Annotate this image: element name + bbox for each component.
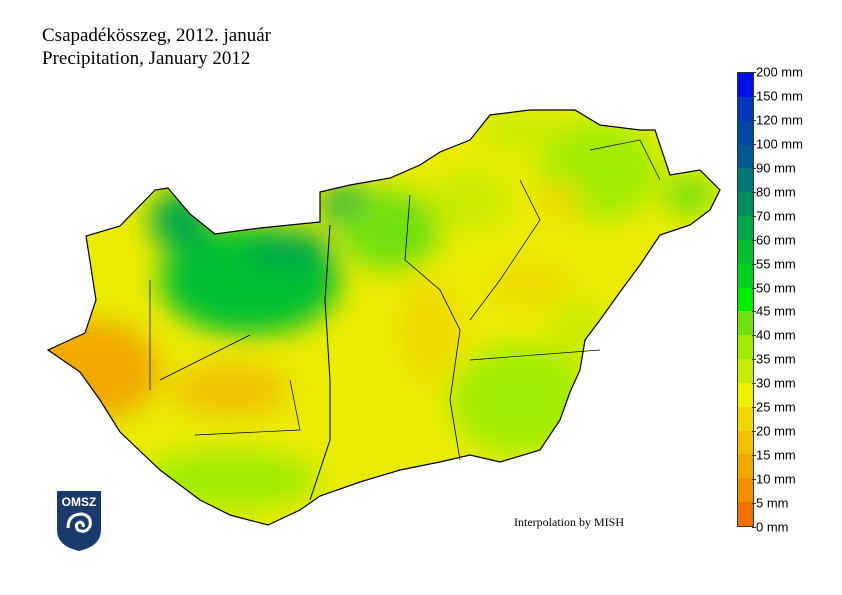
legend-label: 45 mm (756, 303, 796, 319)
legend-label: 150 mm (756, 88, 803, 104)
legend-label: 40 mm (756, 327, 796, 343)
omsz-logo: OMSZ (57, 491, 101, 551)
legend-tick (752, 527, 756, 528)
legend-label: 20 mm (756, 423, 796, 439)
legend-band (738, 216, 753, 240)
legend-tick (752, 143, 756, 145)
legend-tick (752, 287, 756, 289)
legend-band (738, 430, 753, 455)
county-border (404, 194, 461, 461)
legend-band (738, 478, 753, 503)
legend-band (738, 96, 753, 121)
legend-band (738, 454, 753, 479)
legend-label: 15 mm (756, 447, 796, 463)
legend-tick (752, 167, 756, 169)
legend-label: 200 mm (756, 64, 803, 80)
legend-label: 60 mm (756, 232, 796, 248)
legend-band (738, 382, 753, 407)
legend-tick (752, 191, 756, 193)
legend-band (738, 168, 753, 193)
legend-band (738, 263, 753, 288)
legend-band (738, 359, 753, 383)
legend-label: 5 mm (756, 495, 789, 511)
legend-band (738, 120, 753, 145)
legend-tick (752, 455, 756, 457)
legend-band (738, 311, 753, 336)
legend-tick (752, 407, 756, 409)
legend-tick (752, 239, 756, 241)
danube-river (309, 224, 331, 501)
interpolation-credit: Interpolation by MISH (514, 515, 624, 529)
legend-tick (752, 263, 756, 265)
legend-tick (752, 215, 756, 217)
legend-label: 35 mm (756, 351, 796, 367)
logo-text: OMSZ (62, 495, 97, 509)
legend-label: 80 mm (756, 184, 796, 200)
county-borders (149, 139, 661, 436)
legend-tick (752, 119, 756, 121)
legend-tick (752, 431, 756, 433)
legend-band (738, 287, 753, 312)
legend-label: 70 mm (756, 208, 796, 224)
legend-tick (752, 311, 756, 313)
legend-label: 50 mm (756, 280, 796, 296)
legend-tick (752, 503, 756, 505)
title-english: Precipitation, January 2012 (42, 48, 251, 69)
legend-tick (752, 335, 756, 337)
color-scale-legend (737, 72, 754, 527)
legend-label: 100 mm (756, 136, 803, 152)
legend-band (738, 406, 753, 431)
legend-tick (752, 95, 756, 97)
legend-tick (752, 383, 756, 385)
legend-label: 120 mm (756, 112, 803, 128)
legend-band (738, 502, 753, 526)
legend-band (738, 192, 753, 217)
legend-tick (752, 479, 756, 481)
legend-band (738, 239, 753, 264)
legend-band (738, 72, 753, 97)
legend-tick (752, 72, 756, 73)
legend-label: 0 mm (756, 519, 789, 535)
legend-band (738, 144, 753, 169)
legend-label: 10 mm (756, 471, 796, 487)
legend-label: 90 mm (756, 160, 796, 176)
title-hungarian: Csapadékösszeg, 2012. január (42, 25, 271, 46)
legend-label: 30 mm (756, 375, 796, 391)
legend-label: 25 mm (756, 399, 796, 415)
legend-tick (752, 359, 756, 361)
legend-band (738, 335, 753, 360)
legend-label: 55 mm (756, 256, 796, 272)
